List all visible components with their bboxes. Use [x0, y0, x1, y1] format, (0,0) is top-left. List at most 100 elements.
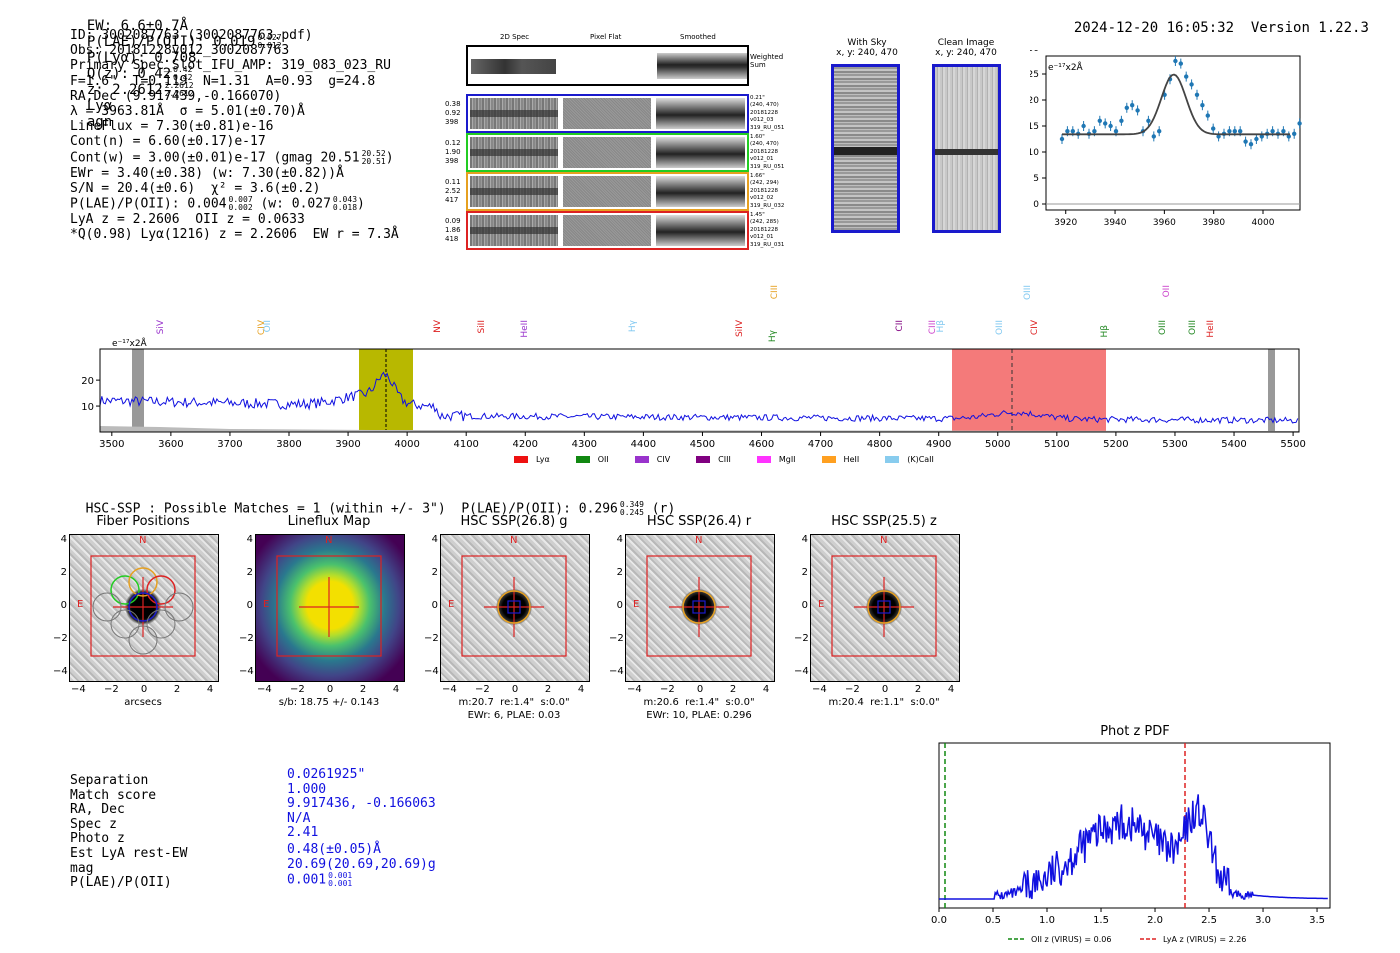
legend-item: Lyα — [514, 455, 550, 464]
cutout-row-right-value: 20181228 — [750, 187, 778, 194]
hsc-panel-title: HSC SSP(25.5) z — [831, 514, 937, 529]
spec-xtick-label: 4100 — [453, 439, 478, 450]
zoom-point — [1189, 82, 1194, 87]
cutout-row-right-value: 1.66" — [750, 173, 765, 179]
zoom-point — [1232, 129, 1237, 134]
spec-xtick-label: 4000 — [394, 439, 419, 450]
clean-image — [932, 64, 1001, 233]
hsc-north-label: N — [510, 535, 518, 546]
hsc-ytick-label: 2 — [616, 567, 623, 578]
hsc-ytick-label: 0 — [246, 600, 253, 611]
hsc-ytick-label: 0 — [431, 600, 438, 611]
zoom-xtick-label: 3980 — [1202, 218, 1225, 228]
info-radec: RA,Dec (9.917439,-0.166070) — [70, 88, 282, 104]
value-est-ew: 0.48(±0.05)Å — [287, 841, 381, 857]
cutout-row-right-value: 1.60" — [750, 134, 765, 140]
hsc-caption-2: EWr: 6, PLAE: 0.03 — [467, 710, 561, 721]
hsc-caption-2: EWr: 10, PLAE: 0.296 — [646, 710, 752, 721]
hsc-panel-title: HSC SSP(26.8) g — [460, 514, 568, 529]
legend-label: CIV — [656, 455, 671, 464]
legend-label: MgII — [778, 455, 796, 464]
zoom-xtick-label: 3940 — [1104, 218, 1127, 228]
cutout-row-right-values: 1.66" (242, 294) 20181228 v012_02 319_RU_032 — [750, 173, 784, 210]
spectrum-line — [99, 371, 1299, 425]
header-plae-sup: 0.027 — [257, 33, 282, 42]
zoom-point — [1119, 118, 1124, 124]
spec-xtick-label: 5300 — [1162, 439, 1187, 450]
hsc-xtick-label: −2 — [104, 684, 119, 695]
hatch-right — [1268, 349, 1275, 432]
zoom-point — [1059, 136, 1065, 142]
cutout-row — [466, 94, 749, 133]
zoom-point — [1194, 92, 1200, 97]
hsc-panel: HSC SSP(26.4) r N E −4 4 −2 2 0 0 2 −2 4 −4 m:20.… — [605, 512, 785, 727]
hsc-xtick-label: 2 — [173, 684, 181, 695]
hsc-xtick-label: 0 — [696, 684, 704, 695]
hsc-ytick-label: −4 — [424, 666, 439, 677]
zoom-point — [1292, 131, 1297, 136]
zoom-point — [1227, 129, 1232, 134]
cutout-row-right-value: (240, 470) — [750, 141, 779, 148]
cutout-row-right-value: (242, 294) — [750, 180, 779, 187]
zoom-point — [1130, 103, 1135, 108]
zoom-ytick-label: 0 — [1033, 200, 1039, 210]
zoom-point — [1103, 121, 1108, 126]
zoom-xtick-label: 4000 — [1252, 218, 1275, 228]
hsc-xtick-label: −2 — [660, 684, 675, 695]
hsc-xtick-label: 4 — [947, 684, 955, 695]
with-sky-xy: x, y: 240, 470 — [836, 48, 898, 58]
header-qz-sup: 0.42 — [173, 65, 193, 74]
header-plae-sub: 0.012 — [257, 41, 282, 50]
cutout-row-right-value: (240, 470) — [750, 102, 779, 109]
hsc-ytick-label: −4 — [53, 666, 68, 677]
hsc-ytick-label: −4 — [239, 666, 254, 677]
hsc-ytick-label: 2 — [60, 567, 67, 578]
label-radec: RA, Dec — [70, 802, 125, 818]
zoom-ytick-label: 10 — [1030, 148, 1039, 158]
hsc-ytick-label: 4 — [616, 534, 623, 545]
cutout-row-right-values: 1.45" (242, 285) 20181228 v012_01 319_RU_031 — [750, 212, 784, 249]
hsc-xtick-label: −2 — [475, 684, 490, 695]
spec-xtick-label: 3600 — [158, 439, 183, 450]
spec-xtick-label: 4300 — [572, 439, 597, 450]
spec-xtick-label: 4800 — [867, 439, 892, 450]
header-qz: Q(z): 0.42 — [86, 66, 172, 82]
zoom-point — [1259, 134, 1264, 139]
hsc-ytick-label: 2 — [246, 567, 253, 578]
spec-xtick-label: 5400 — [1221, 439, 1246, 450]
hsc-xtick-label: 4 — [392, 684, 400, 695]
hsc-ytick-label: 4 — [431, 534, 438, 545]
hsc-ytick-label: 0 — [60, 600, 67, 611]
spec-xtick-label: 4200 — [513, 439, 538, 450]
legend-item: OII — [575, 455, 609, 464]
photz-pdf — [939, 794, 1328, 900]
legend-swatch — [696, 456, 711, 463]
zoom-point — [1108, 123, 1113, 129]
zoom-point — [1070, 129, 1075, 134]
hsc-ytick-label: 0 — [801, 600, 808, 611]
cutout-row-left-value: 0.11 — [445, 178, 461, 186]
spectrum-unit: e⁻¹⁷x2Å — [112, 337, 148, 349]
hsc-east-label: E — [448, 599, 455, 610]
cutout-row-right-values: 1.60" (240, 470) 20181228 v012_01 319_RU_051 — [750, 134, 784, 171]
hsc-panel-title: Lineflux Map — [287, 514, 371, 529]
spec-xtick-label: 3900 — [335, 439, 360, 450]
hsc-caption: m:20.6 re:1.4" s:0.0" — [643, 697, 755, 708]
hsc-xtick-label: −2 — [290, 684, 305, 695]
legend-label: CIII — [718, 455, 731, 464]
cutout-row-right-value: 1.45" — [750, 212, 765, 218]
cutout-row-right-value: 319_RU_031 — [750, 241, 785, 248]
cutout-row-right-value: v012_03 — [750, 117, 774, 124]
header-z-sup: 2.2612 — [164, 81, 194, 90]
info-id: ID: 3002087763 (3002087763.pdf) — [70, 28, 313, 43]
col-smoothed: Smoothed — [680, 33, 716, 41]
spec-xtick-label: 3700 — [217, 439, 242, 450]
line-label: OII — [1162, 285, 1172, 298]
clean-image-panel: Clean Image x, y: 240, 470 — [922, 38, 1010, 58]
line-label: OIII — [1023, 285, 1033, 301]
cutout-row — [466, 211, 749, 250]
hsc-xtick-label: −4 — [442, 684, 457, 695]
hsc-xtick-label: −4 — [812, 684, 827, 695]
with-sky-image — [831, 64, 900, 233]
contw-sup: 20.52 — [361, 148, 386, 158]
